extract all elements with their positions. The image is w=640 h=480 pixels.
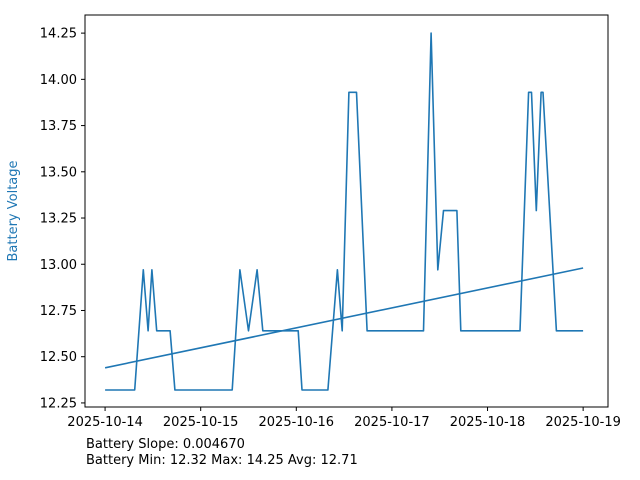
- x-tick-label: 2025-10-15: [163, 415, 239, 430]
- y-tick-label: 12.25: [40, 396, 77, 411]
- y-axis-label: Battery Voltage: [6, 160, 21, 261]
- trend-line: [104, 267, 584, 369]
- x-tick-label: 2025-10-19: [545, 415, 621, 430]
- y-tick-label: 14.00: [40, 73, 77, 88]
- y-tick-label: 12.75: [40, 304, 77, 319]
- annotation-slope: Battery Slope: 0.004670: [86, 437, 245, 452]
- plot-area: 2025-10-14 2025-10-15 2025-10-16 2025-10-17…: [40, 14, 621, 430]
- x-tick-label: 2025-10-14: [67, 415, 143, 430]
- y-tick-label: 12.50: [40, 350, 77, 365]
- battery-voltage-line: [105, 32, 584, 391]
- x-tick-label: 2025-10-17: [354, 415, 430, 430]
- y-tick-label: 13.50: [40, 165, 77, 180]
- y-tick-label: 13.00: [40, 258, 77, 273]
- x-tick-label: 2025-10-16: [259, 415, 335, 430]
- y-tick-label: 13.75: [40, 119, 77, 134]
- y-tick-label: 13.25: [40, 212, 77, 227]
- annotation-min-max-avg: Battery Min: 12.32 Max: 14.25 Avg: 12.71: [86, 453, 358, 468]
- plot-border: [84, 14, 609, 408]
- y-tick-label: 14.25: [40, 27, 77, 42]
- x-tick-label: 2025-10-18: [450, 415, 526, 430]
